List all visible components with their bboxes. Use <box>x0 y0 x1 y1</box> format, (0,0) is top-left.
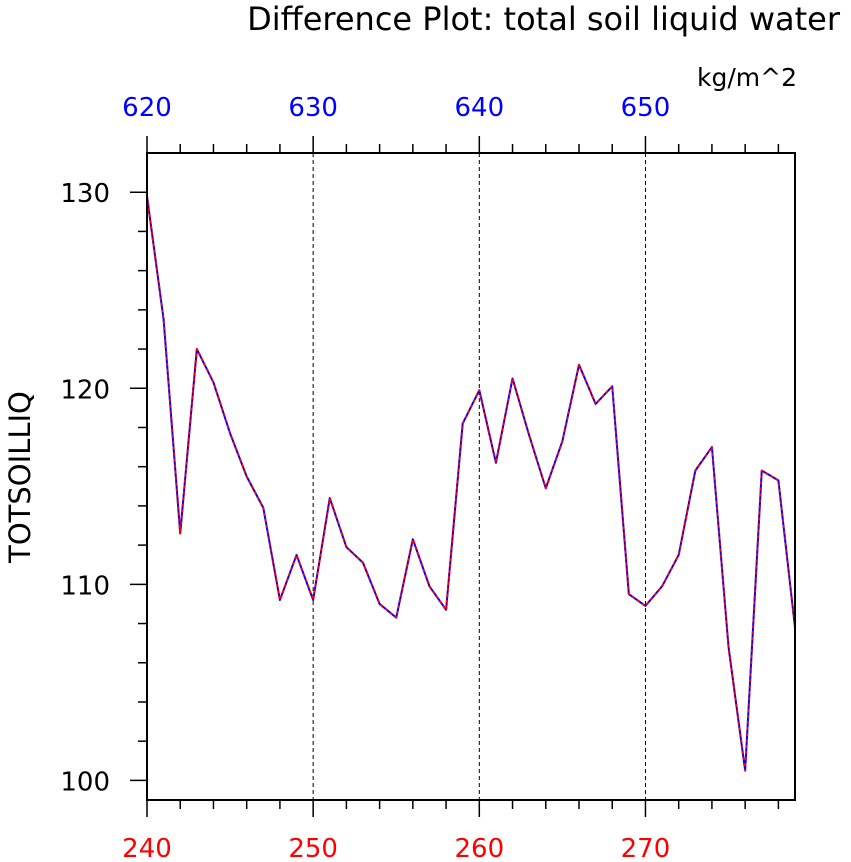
plot-frame <box>146 152 796 801</box>
x-tick-label-top-640: 640 <box>454 93 504 123</box>
chart-title: Difference Plot: total soil liquid water <box>247 0 841 38</box>
axis-ticks <box>130 136 780 817</box>
x-tick-label-top-620: 620 <box>122 93 172 123</box>
y-tick-label-120: 120 <box>60 375 110 405</box>
x-tick-label-bottom-270: 270 <box>621 834 671 862</box>
y-tick-label-100: 100 <box>60 767 110 797</box>
y-tick-label-110: 110 <box>60 571 110 601</box>
tick-labels: 240 250 260 270 620 630 640 650 100 110 120 130 <box>60 93 670 862</box>
units-label: kg/m^2 <box>697 63 797 92</box>
x-tick-label-top-650: 650 <box>621 93 671 123</box>
series-line-2 <box>146 195 796 772</box>
x-tick-label-bottom-240: 240 <box>122 834 172 862</box>
series-layer <box>146 195 796 772</box>
x-tick-label-bottom-250: 250 <box>288 834 338 862</box>
x-tick-label-top-630: 630 <box>288 93 338 123</box>
series-line-1 <box>146 195 796 772</box>
y-tick-label-130: 130 <box>60 179 110 209</box>
y-axis-label: TOTSOILLIQ <box>3 391 37 564</box>
grid-lines <box>312 153 646 800</box>
x-tick-label-bottom-260: 260 <box>454 834 504 862</box>
